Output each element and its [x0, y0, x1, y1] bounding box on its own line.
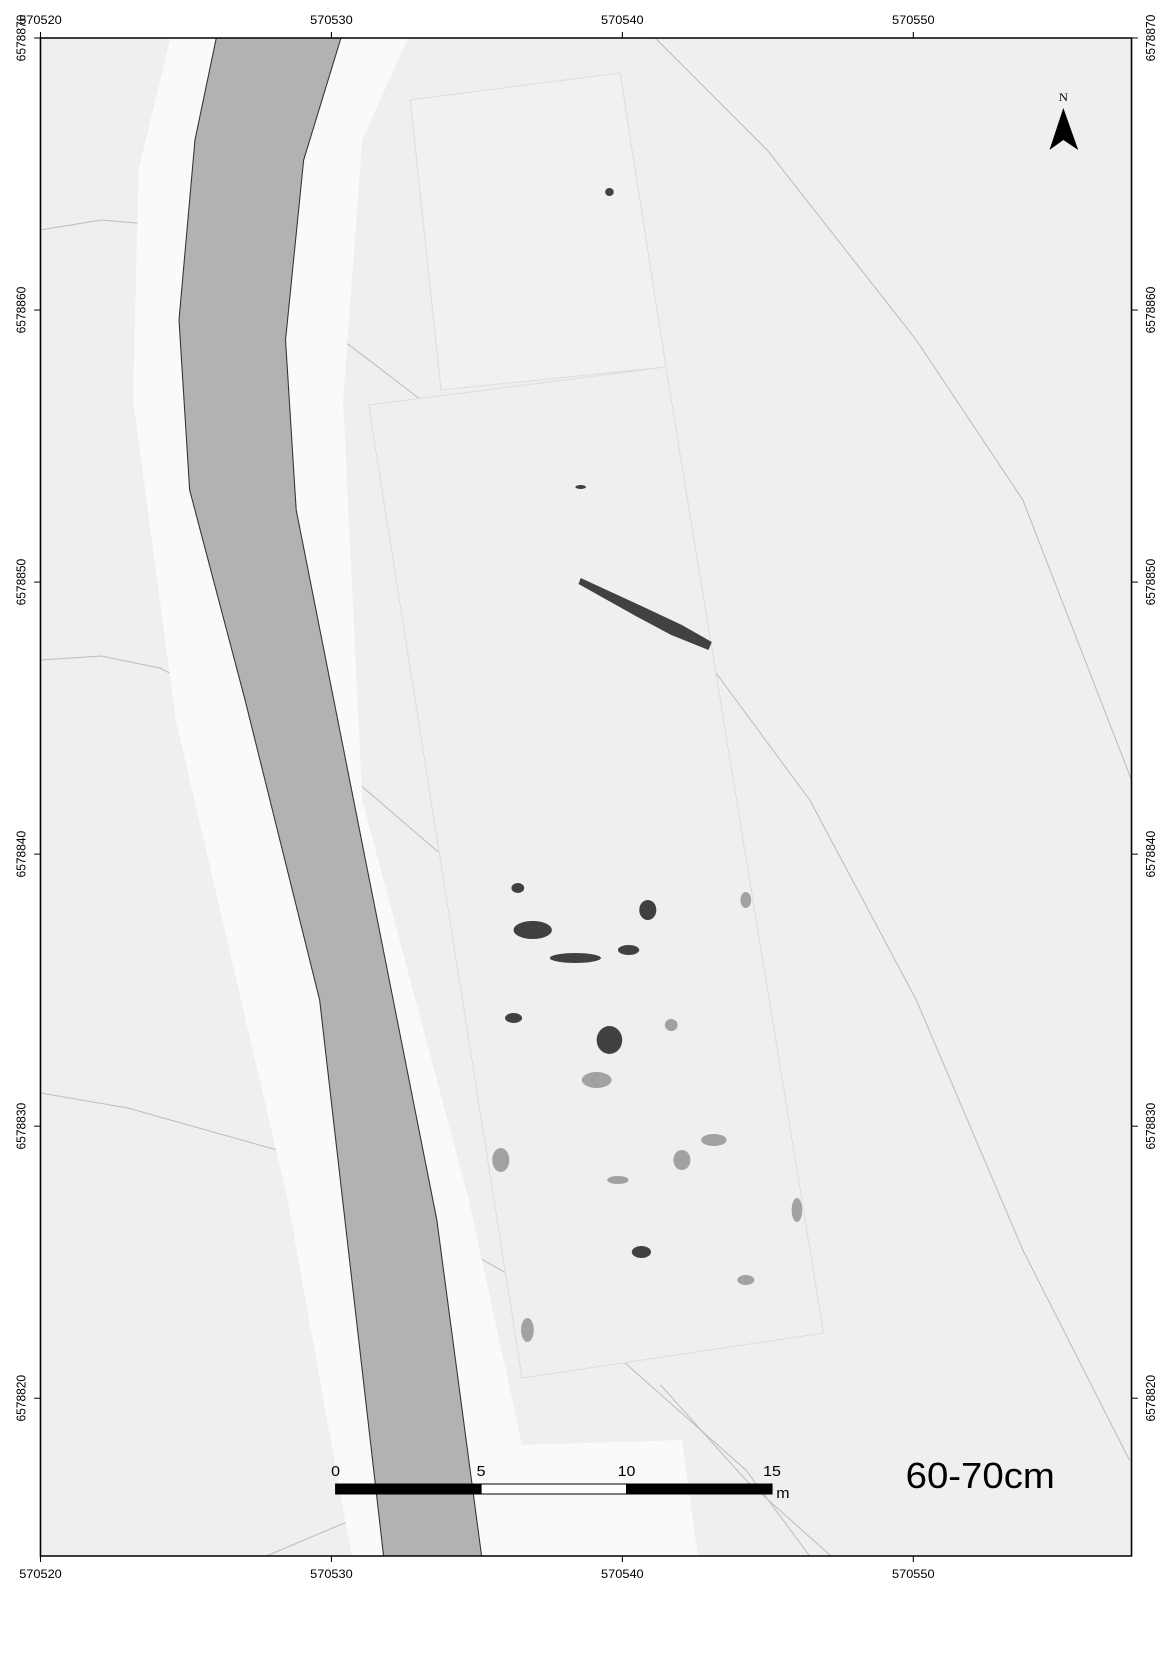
scale-bar-segment — [627, 1484, 772, 1494]
y-tick-label: 6578830 — [14, 1103, 28, 1150]
y-tick-label: 6578850 — [1144, 559, 1158, 606]
scale-bar-segment — [481, 1484, 626, 1494]
y-tick-label: 6578870 — [1144, 15, 1158, 62]
y-tick-label: 6578840 — [14, 831, 28, 878]
y-tick-label: 6578870 — [14, 15, 28, 62]
map-label: 60-70cm — [906, 1455, 1055, 1496]
scale-bar-label: 0 — [331, 1463, 340, 1479]
y-tick-label: 6578830 — [1144, 1103, 1158, 1150]
scale-bar-label: 15 — [763, 1463, 781, 1479]
x-tick-label: 570540 — [601, 13, 644, 27]
x-tick-label: 570550 — [892, 13, 935, 27]
scale-bar-unit: m — [776, 1485, 789, 1501]
y-tick-label: 6578840 — [1144, 831, 1158, 878]
map: N 60-70cm 570520570520570530570530570540… — [0, 0, 1172, 1664]
x-tick-label: 570530 — [310, 13, 353, 27]
x-tick-label: 570550 — [892, 1567, 935, 1581]
y-tick-label: 6578860 — [1144, 287, 1158, 334]
y-tick-label: 6578820 — [1144, 1375, 1158, 1422]
y-tick-label: 6578850 — [14, 559, 28, 606]
x-tick-label: 570530 — [310, 1567, 353, 1581]
scale-bar-segment — [336, 1484, 481, 1494]
y-tick-label: 6578860 — [14, 287, 28, 334]
y-tick-label: 6578820 — [14, 1375, 28, 1422]
scale-bar-label: 5 — [477, 1463, 486, 1479]
north-label: N — [1059, 90, 1068, 104]
x-tick-label: 570520 — [19, 1567, 62, 1581]
scale-bar-label: 10 — [618, 1463, 636, 1479]
x-tick-label: 570540 — [601, 1567, 644, 1581]
